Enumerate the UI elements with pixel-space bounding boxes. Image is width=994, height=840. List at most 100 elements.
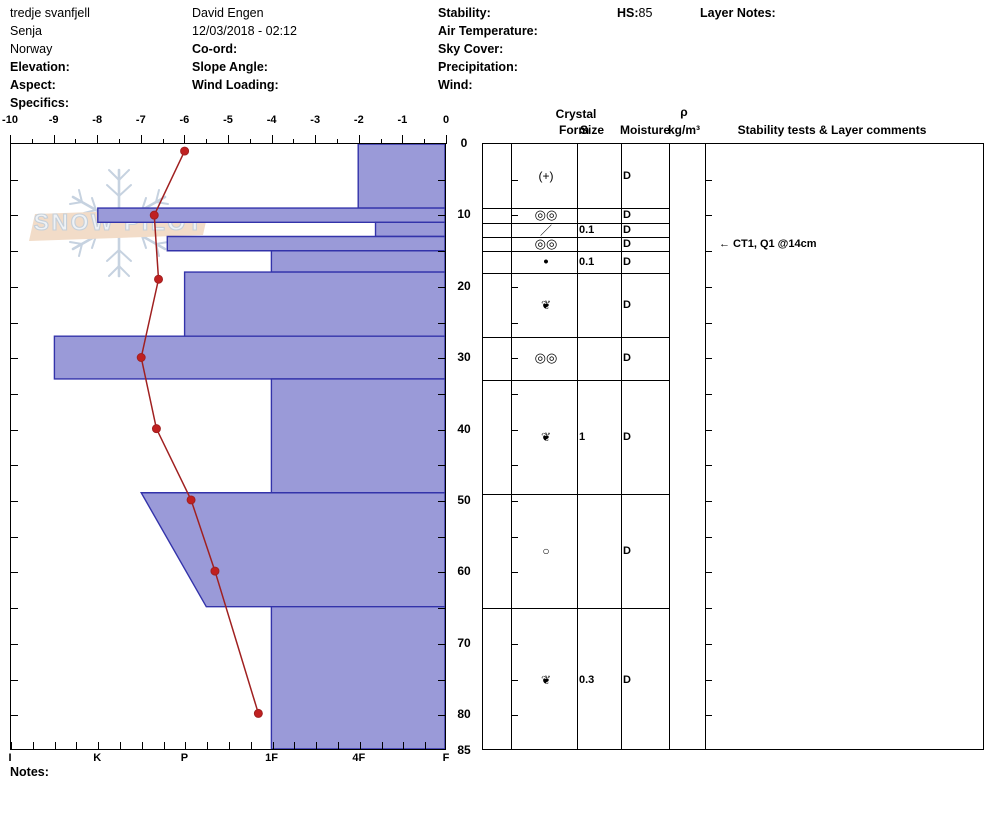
table-header-row: Form Crystal Size Moisture ρ kg/m³ Stabi…: [482, 105, 984, 143]
hardness-tick-label: F: [442, 752, 450, 764]
table-depth-tick: [512, 215, 518, 217]
table-row-divider: [483, 379, 669, 381]
temperature-tick-label: -10: [2, 114, 18, 126]
header-conditions-column: Stability: Air Temperature: Sky Cover: Prec…: [438, 4, 538, 94]
layer-moisture: D: [623, 237, 631, 250]
table-depth-tick: [706, 572, 712, 574]
temperature-point: [136, 353, 146, 362]
plot-depth-tick: [438, 465, 445, 467]
header-row: Slope Angle:: [192, 58, 297, 76]
header-line: Specifics:: [10, 96, 70, 110]
plot-depth-tick: [11, 465, 18, 467]
temperature-tick-minor: [337, 139, 338, 144]
plot-depth-tick: [11, 358, 18, 360]
header-line: Precipitation:: [438, 60, 518, 74]
plot-hardness-tick: [316, 742, 318, 749]
temperature-tick: [402, 135, 404, 144]
temperature-tick-minor: [293, 139, 295, 144]
temperature-tick-label: -7: [135, 114, 146, 126]
temperature-point: [186, 495, 196, 505]
plot-depth-tick: [438, 572, 445, 574]
table-row-divider: [483, 336, 669, 338]
layer-moisture: D: [623, 673, 631, 686]
table-depth-tick: [512, 358, 518, 360]
th-crystal: Crystal: [555, 107, 597, 121]
table-depth-tick: [512, 572, 518, 574]
plot-depth-tick: [438, 501, 445, 503]
header-line: Air Temperature:: [438, 24, 538, 38]
temperature-tick-minor: [206, 139, 208, 144]
plot-depth-tick: [11, 179, 18, 181]
plot-depth-tick: [11, 501, 18, 503]
temperature-tick: [184, 135, 186, 144]
table-row-divider: [483, 236, 669, 238]
temperature-tick-label: -8: [92, 114, 103, 126]
temperature-tick-minor: [249, 139, 251, 144]
temperature-tick-label: -1: [397, 114, 408, 126]
header-row: Precipitation:: [438, 58, 538, 76]
temperature-tick-label: -5: [223, 114, 233, 126]
plot-hardness-tick: [425, 742, 427, 749]
plot-depth-tick: [11, 215, 18, 217]
table-column-divider: [669, 144, 670, 749]
table-depth-tick: [706, 322, 712, 324]
table-depth-tick: [706, 536, 712, 538]
table-depth-tick: [706, 608, 712, 610]
hardness-bar: [270, 378, 445, 494]
layer-crystal-size: 1: [579, 430, 586, 443]
table-depth-tick: [512, 179, 518, 181]
header-location-column: tredje svanfjell Senja Norway Elevation: Asp…: [10, 4, 90, 112]
depth-axis: 0 10 20 30 40 50 60 70 80 85: [446, 136, 482, 757]
temperature-tick-label: -2: [353, 114, 364, 126]
hardness-tick-label: 1F: [265, 752, 279, 764]
temperature-tick: [315, 135, 317, 144]
plot-depth-tick: [438, 322, 445, 324]
layer-crystal-form: ◎◎: [534, 350, 558, 366]
table-depth-tick: [706, 679, 712, 681]
depth-tick-label: 80: [457, 707, 471, 722]
plot-depth-tick: [11, 572, 18, 574]
table-depth-tick: [706, 429, 712, 431]
header-line: Stability:: [438, 6, 491, 20]
hardness-bar: [183, 271, 445, 337]
hardness-bar: [97, 207, 445, 224]
layer-crystal-form: ❦: [540, 297, 552, 312]
header-line: Slope Angle:: [192, 60, 268, 74]
temperature-tick: [140, 135, 142, 144]
layer-crystal-form: ○: [542, 544, 550, 559]
hardness-bar: [53, 335, 445, 380]
temperature-tick: [446, 135, 447, 144]
table-depth-tick: [512, 429, 518, 431]
plot-hardness-tick: [163, 742, 165, 749]
plot-depth-tick: [11, 429, 18, 431]
table-column-divider: [621, 144, 622, 749]
header-row: Co-ord:: [192, 40, 297, 58]
temperature-tick-minor: [380, 139, 382, 144]
table-depth-tick: [512, 322, 518, 324]
header-row: Wind:: [438, 76, 538, 94]
header-row: Sky Cover:: [438, 40, 538, 58]
layer-notes-label: Layer Notes:: [700, 6, 776, 20]
table-depth-tick: [512, 536, 518, 538]
temperature-point: [154, 274, 163, 284]
plot-hardness-tick: [54, 742, 56, 749]
hardness-tick-label: I: [8, 752, 12, 764]
hardness-bar: [270, 250, 445, 273]
layer-crystal-form: ／: [539, 223, 552, 238]
table-depth-tick: [512, 715, 518, 717]
layer-crystal-size: 0.1: [579, 255, 595, 268]
temperature-point: [180, 146, 190, 156]
plot-hardness-tick: [120, 742, 121, 749]
temperature-axis: -10 -9 -8 -7 -6 -5 -4 -3 -2 -1 0: [2, 114, 449, 144]
plot-depth-tick: [438, 179, 445, 181]
layer-moisture: D: [623, 430, 631, 443]
th-density-units: kg/m³: [667, 123, 701, 137]
temperature-tick: [358, 135, 360, 144]
header-line: tredje svanfjell: [10, 6, 90, 20]
table-row-divider: [483, 208, 669, 210]
header-line: 12/03/2018 - 02:12: [192, 24, 297, 38]
plot-hardness-tick: [403, 742, 405, 749]
header-row: Air Temperature:: [438, 22, 538, 40]
th-size: Size: [579, 123, 605, 137]
temperature-tick: [97, 135, 99, 144]
